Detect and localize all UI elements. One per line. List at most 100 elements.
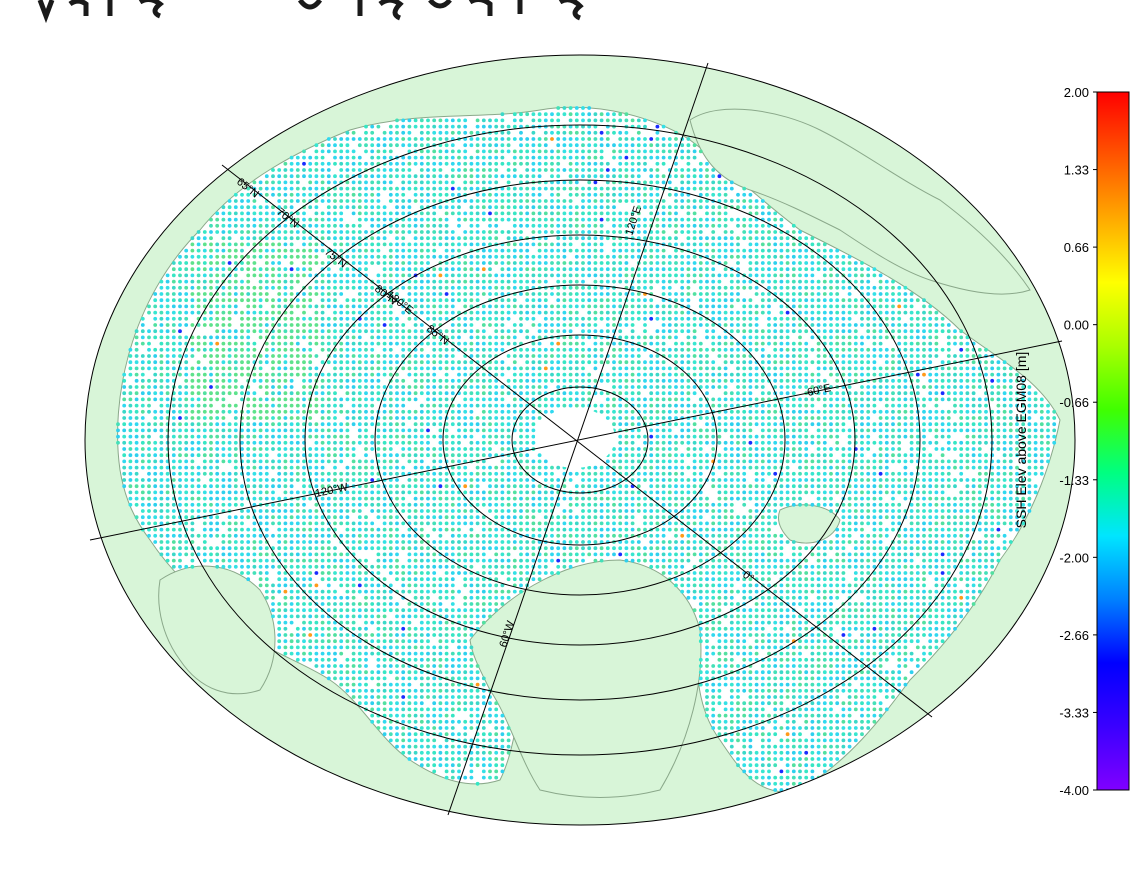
ssh-data-point [909,292,914,296]
ssh-data-point [785,397,790,402]
ssh-data-point [277,304,282,309]
ssh-data-point [481,416,486,420]
ssh-data-point [543,360,548,365]
ssh-data-point [159,323,164,327]
ssh-data-point [655,180,660,185]
ssh-data-point [525,372,530,377]
ssh-data-point [543,118,548,123]
ssh-data-point [767,372,771,377]
ssh-data-point [314,211,319,216]
ssh-data-point [661,261,666,265]
ssh-data-point [171,310,176,315]
ssh-data-point [556,192,561,197]
ssh-data-point [711,223,716,228]
ssh-data-point [587,161,592,166]
ssh-data-point [388,143,393,148]
ssh-data-point [568,285,573,290]
ssh-data-point [568,403,573,408]
ssh-data-point [649,403,654,408]
ssh-data-point [767,248,771,253]
ssh-data-point [481,155,486,160]
ssh-data-point [698,242,703,247]
ssh-data-point [326,248,331,253]
ssh-data-point [760,310,765,315]
ssh-data-point [878,304,883,309]
ssh-data-point [816,372,821,377]
ssh-data-point [860,416,864,420]
ssh-data-point [568,323,573,327]
ssh-data-point [550,230,554,234]
ssh-data-point [494,217,499,222]
ssh-data-point [736,391,740,396]
ssh-data-point [593,149,598,154]
ssh-data-point [841,261,846,265]
ssh-data-point [506,298,511,303]
ssh-data-point [630,267,635,272]
ssh-data-point [388,416,393,420]
ssh-data-point [184,254,189,259]
ssh-data-point [450,285,455,290]
ssh-data-point [525,385,530,389]
ssh-data-point [258,335,263,340]
ssh-data-point [227,323,232,327]
ssh-data-point [593,199,598,203]
ssh-data-point [841,310,846,315]
ssh-data-point [202,347,207,352]
ssh-data-point [791,298,796,303]
ssh-data-point [562,304,567,309]
ssh-data-point [568,298,573,303]
ssh-data-point [370,347,375,352]
ssh-data-point [680,192,685,197]
ssh-data-point [680,285,685,290]
ssh-data-point [283,341,288,346]
ssh-data-point [791,391,796,396]
ssh-data-point [209,285,213,290]
ssh-data-point [512,273,517,278]
ssh-data-point [506,366,511,371]
ssh-data-point [680,372,685,377]
ssh-data-point [891,360,895,365]
ssh-data-point [519,230,523,234]
ssh-data-point [729,391,734,396]
ssh-data-point [537,403,542,408]
ssh-data-point [488,378,492,383]
ssh-data-point [605,199,610,203]
ssh-data-point [686,323,691,327]
ssh-data-point [190,285,195,290]
ssh-data-point [246,292,251,296]
ssh-data-point [543,217,548,222]
ssh-data-point [506,192,511,197]
ssh-data-point [605,217,610,222]
ssh-data-point [655,360,660,365]
ssh-data-point [760,397,765,402]
ssh-data-point [928,378,933,383]
ssh-data-point [233,366,238,371]
ssh-data-point [847,385,852,389]
ssh-data-point [202,403,207,408]
ssh-data-point [587,230,592,234]
ssh-data-point [333,137,337,141]
ssh-data-point [457,211,461,216]
ssh-data-point [252,230,257,234]
ssh-data-point [525,168,530,172]
ssh-data-point [605,168,610,172]
ssh-data-point [308,341,313,346]
ssh-data-point [295,155,300,160]
ssh-data-point [810,335,815,340]
ssh-data-point [599,205,604,210]
ssh-data-point [525,397,530,402]
ssh-data-point [481,329,486,334]
ssh-data-point [1027,403,1032,408]
ssh-data-point [159,310,164,315]
ssh-data-point [215,323,220,327]
ssh-data-point [395,230,399,234]
ssh-data-point [370,217,375,222]
ssh-data-point [798,310,802,315]
ssh-data-point [407,230,412,234]
ssh-data-point [233,242,238,247]
ssh-data-point [202,254,207,259]
ssh-data-point [723,254,728,259]
ssh-data-point [450,292,455,296]
ssh-data-point [785,236,790,241]
ssh-data-point [884,391,889,396]
